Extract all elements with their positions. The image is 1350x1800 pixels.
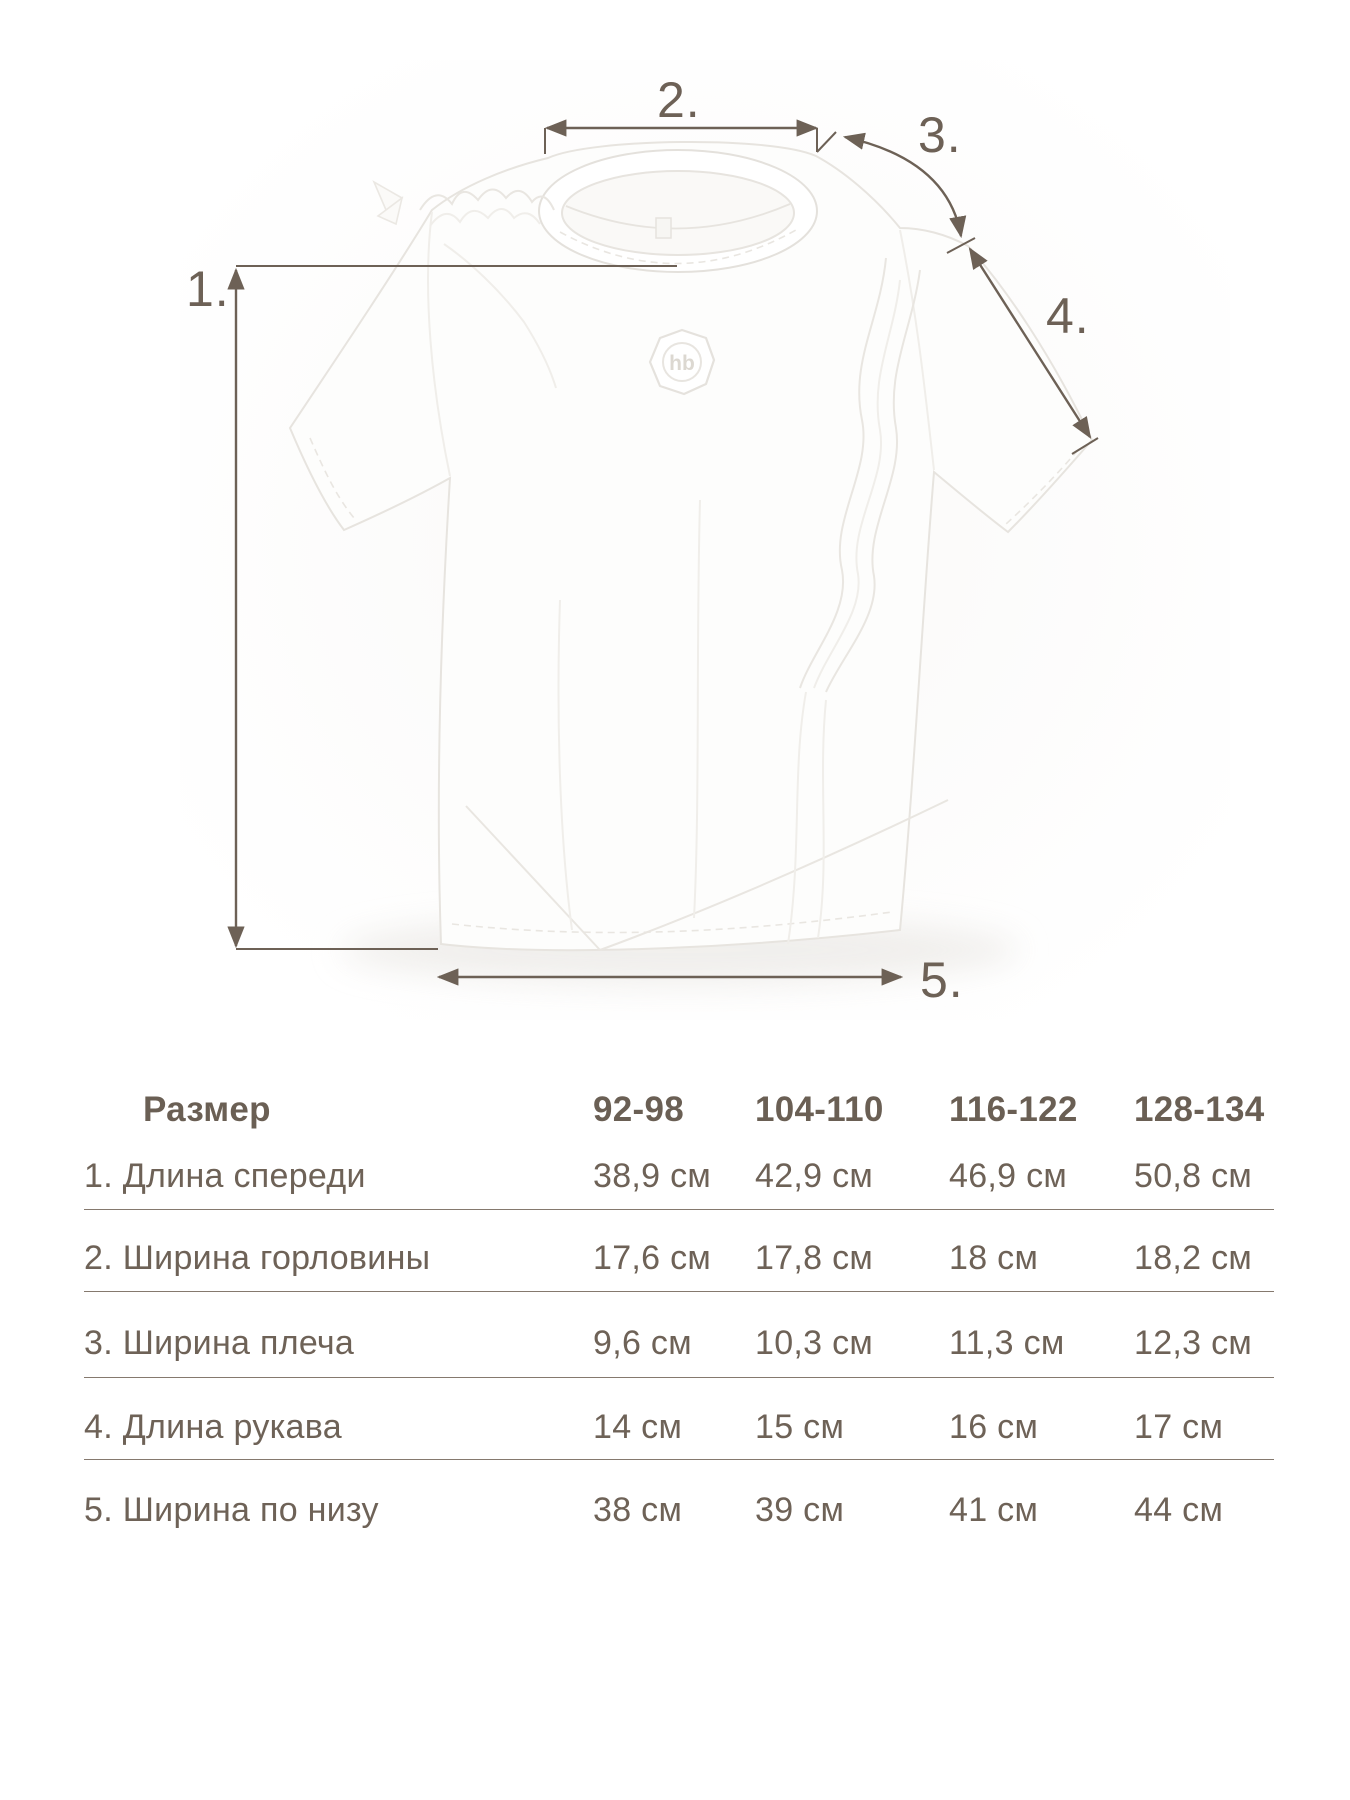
- table-row-neck-width: 2. Ширина горловины 17,6 см 17,8 см 18 с…: [84, 1210, 1274, 1292]
- header-size-label: Размер: [143, 1090, 271, 1129]
- header-size-92-98: 92-98: [593, 1090, 685, 1129]
- size-table-header: Размер 92-98 104-110 116-122 128-134: [84, 1078, 1274, 1142]
- brand-emblem: hb: [648, 328, 716, 396]
- tshirt-photo: hb: [288, 140, 1094, 952]
- dim-5-bottom-width: 5.: [436, 952, 964, 1008]
- row-value: 38 см: [593, 1491, 683, 1529]
- table-row-sleeve-length: 4. Длина рукава 14 см 15 см 16 см 17 см: [84, 1378, 1274, 1460]
- dim-2-neck-width: 2.: [544, 72, 837, 154]
- row-value: 17,8 см: [755, 1239, 874, 1277]
- dim-label-3: 3.: [918, 107, 962, 163]
- row-value: 42,9 см: [755, 1157, 874, 1195]
- row-value: 41 см: [949, 1491, 1039, 1529]
- header-size-116-122: 116-122: [949, 1090, 1078, 1129]
- row-label: 5. Ширина по низу: [84, 1491, 379, 1529]
- row-label: 2. Ширина горловины: [84, 1239, 431, 1277]
- row-value: 46,9 см: [949, 1157, 1068, 1195]
- dim-4-sleeve-length: 4.: [968, 247, 1099, 455]
- row-value: 17 см: [1134, 1408, 1224, 1446]
- row-value: 18,2 см: [1134, 1239, 1253, 1277]
- shoulder-ruffle: [372, 180, 557, 389]
- dim-label-2: 2.: [657, 72, 701, 128]
- row-value: 44 см: [1134, 1491, 1224, 1529]
- dim-3-shoulder-width: 3.: [842, 107, 976, 254]
- row-value: 10,3 см: [755, 1324, 874, 1362]
- row-label: 1. Длина спереди: [84, 1157, 366, 1195]
- brand-emblem-text: hb: [669, 352, 695, 375]
- row-label: 3. Ширина плеча: [84, 1324, 355, 1362]
- collar: [538, 149, 818, 273]
- dim-label-5: 5.: [920, 952, 964, 1008]
- table-row-shoulder-width: 3. Ширина плеча 9,6 см 10,3 см 11,3 см 1…: [84, 1292, 1274, 1378]
- row-value: 15 см: [755, 1408, 845, 1446]
- collar-tag: [655, 217, 672, 239]
- dimension-annotations: 1. 2. 3. 4.: [186, 72, 1099, 1008]
- row-value: 11,3 см: [949, 1324, 1065, 1362]
- row-value: 9,6 см: [593, 1324, 692, 1362]
- row-value: 17,6 см: [593, 1239, 712, 1277]
- header-size-128-134: 128-134: [1134, 1090, 1265, 1129]
- row-value: 50,8 см: [1134, 1157, 1253, 1195]
- front-ruffle: [787, 257, 921, 945]
- row-label: 4. Длина рукава: [84, 1408, 342, 1446]
- header-size-104-110: 104-110: [755, 1090, 884, 1129]
- row-value: 12,3 см: [1134, 1324, 1253, 1362]
- size-table: Размер 92-98 104-110 116-122 128-134 1. …: [84, 1078, 1274, 1545]
- row-value: 18 см: [949, 1239, 1039, 1277]
- table-row-bottom-width: 5. Ширина по низу 38 см 39 см 41 см 44 с…: [84, 1460, 1274, 1545]
- row-value: 39 см: [755, 1491, 845, 1529]
- tshirt-measurement-diagram: hb 1. 2. 3.: [180, 60, 1230, 1020]
- dim-1-front-length: 1.: [186, 261, 677, 950]
- dim-label-1: 1.: [186, 261, 230, 317]
- row-value: 38,9 см: [593, 1157, 712, 1195]
- row-value: 16 см: [949, 1408, 1039, 1446]
- row-value: 14 см: [593, 1408, 683, 1446]
- table-row-front-length: 1. Длина спереди 38,9 см 42,9 см 46,9 см…: [84, 1142, 1274, 1210]
- dim-label-4: 4.: [1046, 288, 1090, 344]
